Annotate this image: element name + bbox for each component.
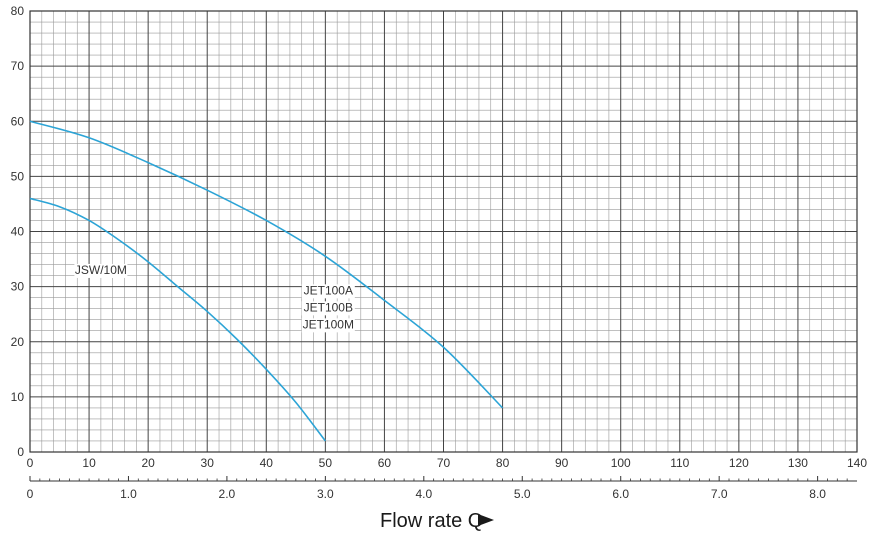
series-labels: JSW/10M JET100A JET100B JET100M <box>74 263 355 333</box>
y-tick-label: 10 <box>11 390 25 404</box>
series-line-2 <box>29 120 504 409</box>
x-tick-label: 90 <box>555 456 569 470</box>
y-tick-label: 40 <box>11 225 25 239</box>
x-tick-label: 20 <box>141 456 155 470</box>
y-axis-ticks: 0 10 20 30 40 50 60 70 80 <box>11 4 25 459</box>
secondary-x-tick-label: 7.0 <box>711 487 728 501</box>
x-tick-label: 140 <box>847 456 867 470</box>
series-label-jet100-3-background <box>301 318 355 333</box>
x-tick-label: 70 <box>437 456 451 470</box>
secondary-x-tick-label: 1.0 <box>120 487 137 501</box>
secondary-x-tick-label: 0 <box>27 487 34 501</box>
x-tick-label: 10 <box>82 456 96 470</box>
secondary-x-tick-label: 8.0 <box>809 487 826 501</box>
secondary-x-tick-label: 5.0 <box>514 487 531 501</box>
series-label-jsw10m: JSW/10M <box>75 263 127 277</box>
y-tick-label: 80 <box>11 4 25 18</box>
x-tick-label: 80 <box>496 456 510 470</box>
x-tick-label: 0 <box>27 456 34 470</box>
series-label-jet100-3: JET100M <box>303 317 354 331</box>
y-tick-label: 20 <box>11 335 25 349</box>
x-tick-label: 110 <box>670 456 689 470</box>
y-tick-label: 70 <box>11 59 25 73</box>
secondary-x-tick-label: 3.0 <box>317 487 334 501</box>
x-axis-label: Flow rate Q <box>380 510 483 532</box>
series-label-jet100-1-background <box>301 284 355 299</box>
x-tick-label: 50 <box>319 456 333 470</box>
plot-frame <box>29 10 858 453</box>
secondary-x-tick-label: 4.0 <box>415 487 432 501</box>
x-tick-label: 40 <box>260 456 274 470</box>
x-axis-ticks: 0 10 20 30 40 50 60 70 80 90 100 110 120 130 140 <box>27 456 868 470</box>
series-label-jet100-1: JET100A <box>304 283 353 297</box>
y-tick-label: 30 <box>11 280 25 294</box>
y-tick-label: 0 <box>17 445 24 459</box>
x-tick-label: 130 <box>788 456 808 470</box>
x-axis-title: Flow rate Q <box>380 510 494 532</box>
y-tick-label: 50 <box>11 169 25 183</box>
arrow-right-icon <box>478 514 494 526</box>
y-tick-label: 60 <box>11 114 25 128</box>
series-label-jet100-2-background <box>301 301 355 316</box>
x-tick-label: 100 <box>611 456 631 470</box>
secondary-x-tick-label: 2.0 <box>219 487 236 501</box>
secondary-x-tick-label: 6.0 <box>612 487 629 501</box>
x-tick-label: 60 <box>378 456 392 470</box>
series-label-jet100-2: JET100B <box>304 300 353 314</box>
major-grid <box>30 11 857 452</box>
series-label-jsw10m-background <box>74 263 128 278</box>
x-tick-label: 120 <box>729 456 749 470</box>
secondary-x-axis-ticks: 0 1.0 2.0 3.0 4.0 5.0 6.0 7.0 8.0 <box>27 476 848 501</box>
series-line-1 <box>29 197 326 442</box>
series-lines <box>29 120 504 442</box>
x-tick-label: 30 <box>201 456 215 470</box>
